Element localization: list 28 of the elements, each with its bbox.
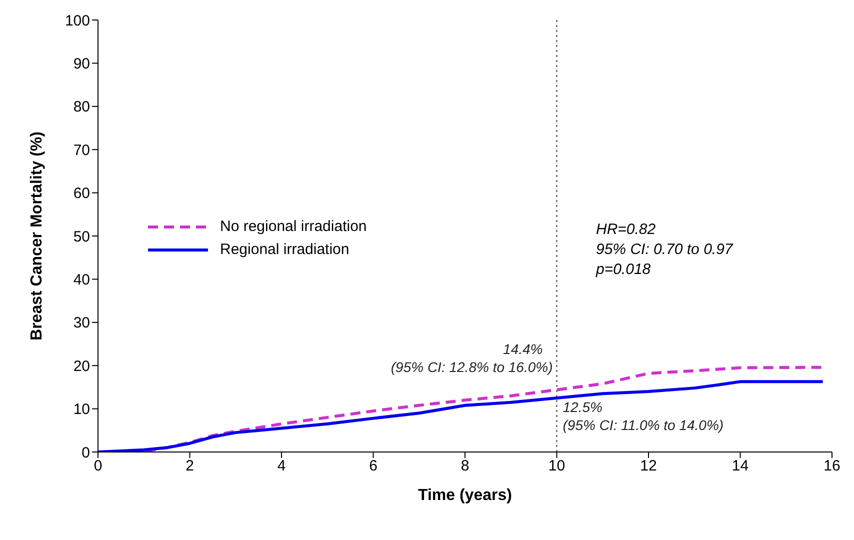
annotation: 14.4% (95% CI: 12.8% to 16.0%) xyxy=(390,340,553,375)
x-tick-label: 14 xyxy=(732,458,749,475)
x-tick-label: 0 xyxy=(94,458,102,475)
annotation: HR=0.82 95% CI: 0.70 to 0.97 p=0.018 xyxy=(596,220,733,280)
legend-label: Regional irradiation xyxy=(220,241,350,258)
x-tick-label: 10 xyxy=(548,458,566,475)
x-tick-label: 8 xyxy=(460,458,470,475)
x-tick-label: 16 xyxy=(824,458,840,475)
line-series xyxy=(98,380,824,452)
y-tick-label: 80 xyxy=(73,98,90,116)
y-axis-title: Breast Cancer Mortality (%) xyxy=(28,132,46,340)
y-tick-label: 90 xyxy=(73,56,90,73)
legend-label: No regional irradiation xyxy=(220,218,367,235)
y-tick-label: 70 xyxy=(73,142,90,159)
y-tick-label: 60 xyxy=(73,185,90,202)
x-axis-title: Time (years) xyxy=(418,487,512,504)
y-tick-label: 10 xyxy=(73,401,90,418)
y-tick-label: 30 xyxy=(73,314,90,332)
x-tick-label: 4 xyxy=(277,458,286,475)
y-tick-label: 40 xyxy=(73,272,90,289)
y-tick-label: 20 xyxy=(73,358,90,375)
y-tick-label: 50 xyxy=(73,228,90,246)
x-tick-label: 12 xyxy=(640,458,657,475)
x-tick-label: 2 xyxy=(186,458,194,475)
annotation: 12.5% (95% CI: 11.0% to 14.0%) xyxy=(562,399,724,433)
y-tick-label: 0 xyxy=(82,444,90,462)
y-tick-label: 100 xyxy=(64,12,90,30)
x-tick-label: 6 xyxy=(369,458,378,475)
